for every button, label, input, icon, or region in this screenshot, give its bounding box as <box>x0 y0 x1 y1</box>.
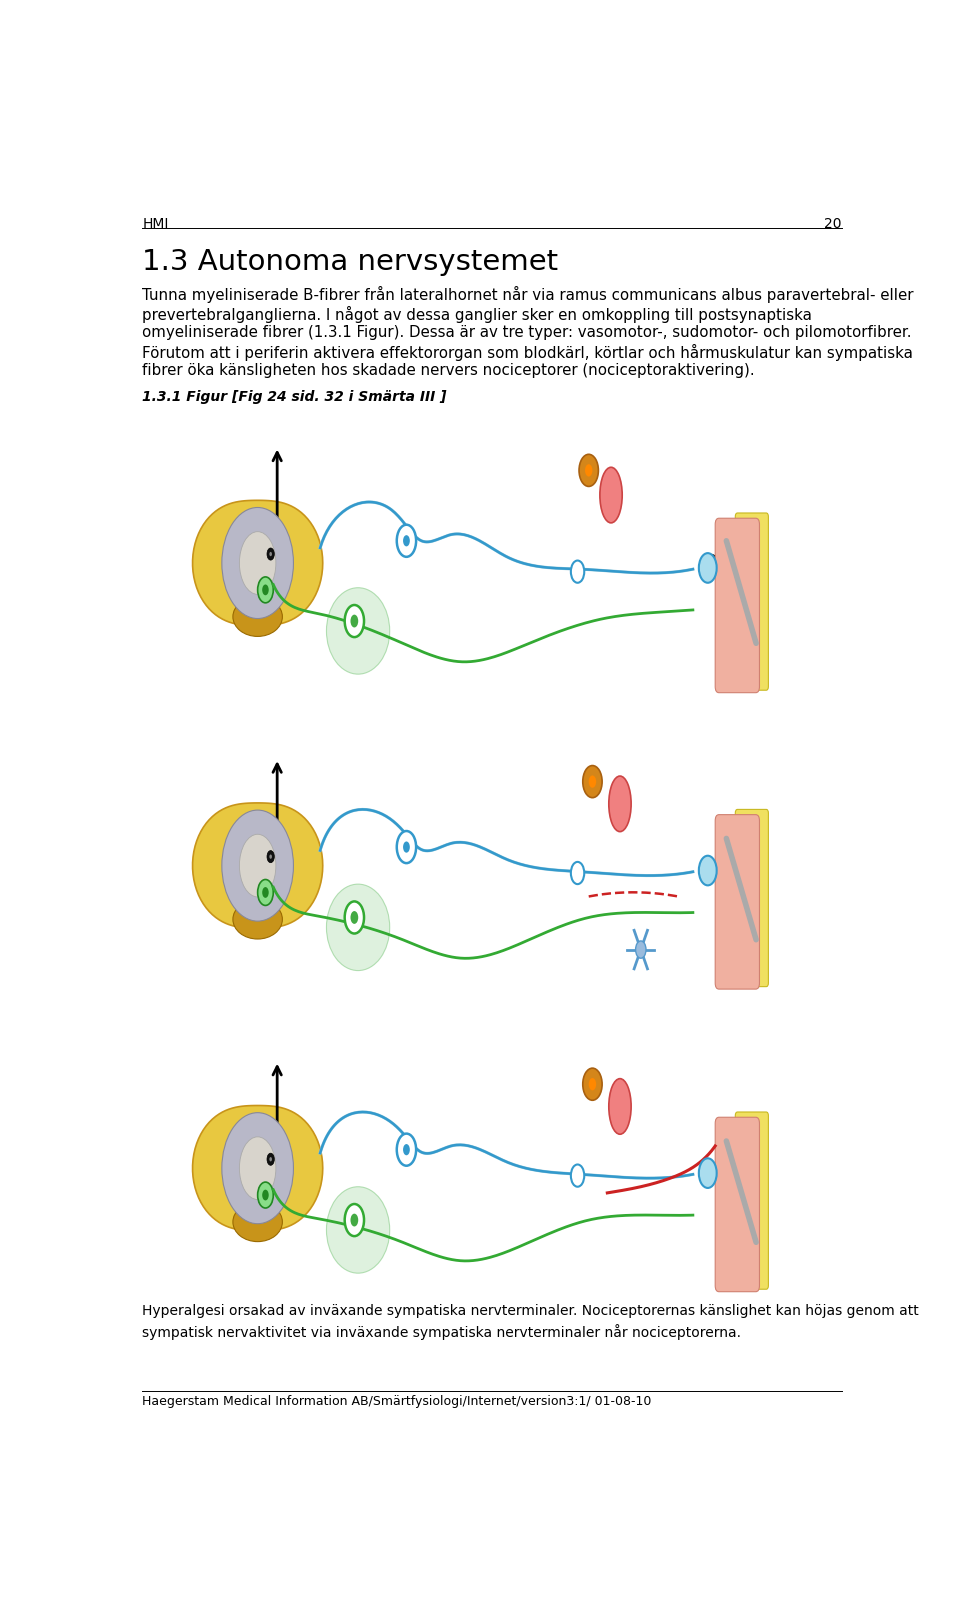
Text: HMI: HMI <box>142 217 169 231</box>
FancyBboxPatch shape <box>715 1118 759 1291</box>
Ellipse shape <box>609 1078 631 1134</box>
Ellipse shape <box>233 597 282 637</box>
Ellipse shape <box>222 507 294 619</box>
Text: 20: 20 <box>825 217 842 231</box>
Circle shape <box>571 861 585 884</box>
Circle shape <box>396 525 416 557</box>
Ellipse shape <box>600 467 622 523</box>
FancyBboxPatch shape <box>735 1112 768 1290</box>
FancyBboxPatch shape <box>715 518 759 693</box>
Circle shape <box>270 1156 272 1161</box>
Circle shape <box>350 614 358 627</box>
Polygon shape <box>193 804 323 929</box>
Circle shape <box>345 605 364 637</box>
Text: omyeliniserade fibrer (1.3.1 Figur). Dessa är av tre typer: vasomotor-, sudomoto: omyeliniserade fibrer (1.3.1 Figur). Des… <box>142 324 912 340</box>
Circle shape <box>403 1144 410 1155</box>
Ellipse shape <box>326 1187 390 1274</box>
Wedge shape <box>246 839 270 860</box>
Ellipse shape <box>326 884 390 970</box>
Text: Haegerstam Medical Information AB/Smärtfysiologi/Internet/version3:1/ 01-08-10: Haegerstam Medical Information AB/Smärtf… <box>142 1395 652 1408</box>
Text: 1.3 Autonoma nervsystemet: 1.3 Autonoma nervsystemet <box>142 249 559 276</box>
Text: Förutom att i periferin aktivera effektororgan som blodkärl, körtlar och hårmusk: Förutom att i periferin aktivera effekto… <box>142 343 913 361</box>
Circle shape <box>396 831 416 863</box>
Circle shape <box>636 942 646 958</box>
Circle shape <box>267 850 275 863</box>
Circle shape <box>403 842 410 853</box>
Ellipse shape <box>239 1137 276 1200</box>
Ellipse shape <box>233 1203 282 1241</box>
Text: fibrer öka känsligheten hos skadade nervers nociceptorer (nociceptoraktivering).: fibrer öka känsligheten hos skadade nerv… <box>142 363 755 379</box>
Circle shape <box>403 536 410 547</box>
Circle shape <box>571 1165 585 1187</box>
Circle shape <box>267 549 275 560</box>
Polygon shape <box>193 500 323 626</box>
Ellipse shape <box>222 810 294 921</box>
Ellipse shape <box>227 547 242 579</box>
Circle shape <box>262 584 269 595</box>
Text: Tunna myeliniserade B-fibrer från lateralhornet når via ramus communicans albus : Tunna myeliniserade B-fibrer från latera… <box>142 287 914 303</box>
Wedge shape <box>246 536 270 558</box>
Circle shape <box>350 1214 358 1227</box>
Circle shape <box>699 553 717 582</box>
Circle shape <box>699 1158 717 1189</box>
Circle shape <box>588 1078 596 1091</box>
FancyBboxPatch shape <box>715 815 759 990</box>
Circle shape <box>579 454 598 486</box>
Circle shape <box>345 901 364 934</box>
Ellipse shape <box>326 587 390 674</box>
Circle shape <box>699 855 717 885</box>
Ellipse shape <box>227 850 242 882</box>
Text: 1.3.1 Figur [Fig 24 sid. 32 i Smärta III ]: 1.3.1 Figur [Fig 24 sid. 32 i Smärta III… <box>142 390 446 404</box>
Circle shape <box>350 911 358 924</box>
Circle shape <box>585 464 592 476</box>
Circle shape <box>257 1182 274 1208</box>
Ellipse shape <box>233 900 282 938</box>
Circle shape <box>571 560 585 582</box>
Circle shape <box>270 552 272 557</box>
Circle shape <box>345 1205 364 1237</box>
Wedge shape <box>246 871 270 892</box>
Ellipse shape <box>222 1113 294 1224</box>
Circle shape <box>257 577 274 603</box>
Text: Hyperalgesi orsakad av inväxande sympatiska nervterminaler. Nociceptorernas käns: Hyperalgesi orsakad av inväxande sympati… <box>142 1304 919 1339</box>
Ellipse shape <box>274 1152 289 1184</box>
Circle shape <box>583 765 602 797</box>
Circle shape <box>267 1153 275 1165</box>
Wedge shape <box>246 1142 270 1163</box>
Ellipse shape <box>274 547 289 579</box>
FancyBboxPatch shape <box>735 810 768 986</box>
Circle shape <box>270 855 272 858</box>
Ellipse shape <box>609 776 631 831</box>
Ellipse shape <box>274 850 289 882</box>
Circle shape <box>262 887 269 898</box>
Circle shape <box>588 775 596 788</box>
Circle shape <box>262 1190 269 1200</box>
Circle shape <box>396 1134 416 1166</box>
FancyBboxPatch shape <box>735 513 768 690</box>
Ellipse shape <box>239 834 276 897</box>
Circle shape <box>583 1068 602 1100</box>
Text: prevertebralganglierna. I något av dessa ganglier sker en omkoppling till postsy: prevertebralganglierna. I något av dessa… <box>142 305 812 322</box>
Ellipse shape <box>227 1152 242 1184</box>
Circle shape <box>257 879 274 905</box>
Wedge shape <box>246 568 270 590</box>
Wedge shape <box>246 1174 270 1195</box>
Polygon shape <box>193 1105 323 1230</box>
Ellipse shape <box>239 531 276 595</box>
